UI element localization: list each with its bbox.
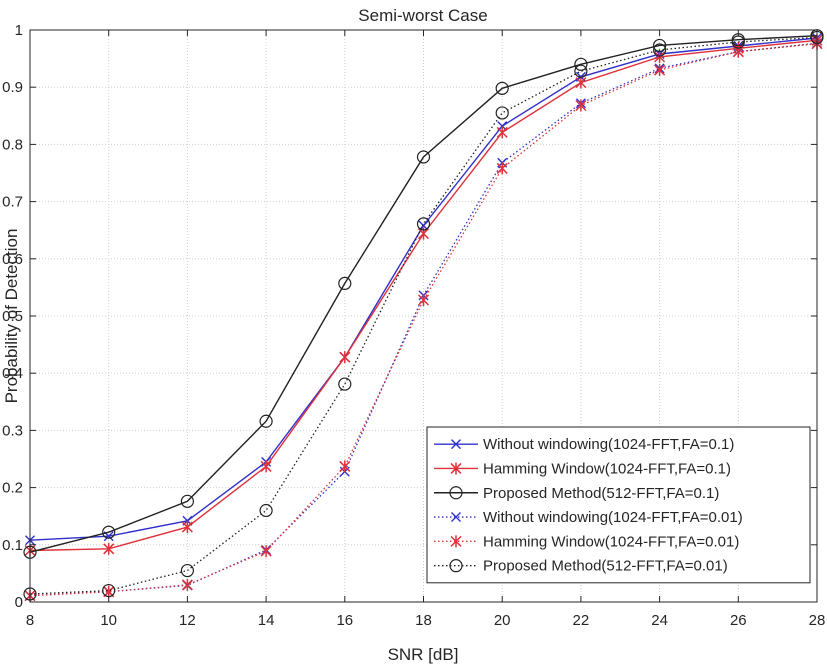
series-5-point [575,99,587,112]
y-axis-label: Probability of Detection [2,229,21,404]
series-3-point [495,81,509,95]
series-5-point [654,64,666,77]
legend-marker-4 [451,512,461,523]
legend-label-5: Hamming Window(1024-FFT,FA=0.01) [483,533,739,550]
series-6-line [29,36,818,595]
series-6-point [574,64,588,78]
x-tick-label: 10 [100,612,117,629]
y-tick-label: 0.8 [2,136,23,153]
series-3-point [574,57,588,71]
series-6-point [338,377,352,391]
series-layer [23,29,824,602]
series-2-point [654,50,666,63]
series-6-point [652,43,667,57]
series-2-point [575,76,587,89]
x-tick-label: 12 [179,612,196,629]
series-2-point [260,460,272,473]
series-2-point [496,126,508,139]
series-5-point [496,162,508,175]
legend-marker-2 [450,462,462,475]
series-6-point [259,503,273,518]
y-tick-label: 0.6 [2,251,23,268]
legend-marker-6 [449,559,463,573]
tick-layer: 8 10 12 14 16 18 20 22 24 26 28 0 0.1 0.2 0.3 0.4 0.5 0.6… [2,22,825,629]
legend-box [426,426,811,584]
y-tick-label: 1 [15,22,23,39]
y-tick-label: 0.7 [2,194,23,211]
legend-marker-5 [450,535,462,548]
legend-label-1: Without windowing(1024-FFT,FA=0.1) [483,436,734,453]
series-3-point [652,38,667,53]
legend-label-6: Proposed Method(512-FFT,FA=0.01) [483,558,728,575]
x-tick-label: 18 [415,612,432,629]
series-2-point [181,521,193,534]
x-tick-label: 14 [258,612,275,629]
legend: Without windowing(1024-FFT,FA=0.1) Hammin… [426,426,811,584]
series-5-point [181,578,193,591]
x-tick-label: 28 [809,612,826,629]
series-6-point [495,106,509,120]
chart-title: Semi-worst Case [358,6,487,25]
legend-label-4: Without windowing(1024-FFT,FA=0.01) [483,509,743,526]
series-3-point [416,150,431,164]
x-tick-label: 20 [494,612,511,629]
series-6-point [416,217,431,231]
x-tick-label: 8 [26,612,34,629]
x-tick-label: 16 [336,612,353,629]
y-tick-label: 0.3 [2,422,23,439]
x-tick-label: 22 [573,612,590,629]
series-5-point [339,460,351,473]
series-3-point [102,525,116,539]
y-tick-label: 0.9 [2,79,23,96]
x-axis-label: SNR [dB] [388,645,459,664]
legend-label-3: Proposed Method(512-FFT,FA=0.1) [483,485,719,502]
series-5-point [260,545,272,558]
y-tick-label: 0 [15,594,23,611]
series-6-point [180,563,194,578]
series-3-point [259,414,273,428]
series-6-point [731,35,745,49]
y-tick-label: 0.5 [2,308,23,325]
legend-marker-3 [449,486,463,500]
series-5-point [417,293,430,306]
x-tick-label: 26 [730,612,747,629]
legend-marker-1 [451,439,461,450]
y-tick-label: 0.4 [2,365,23,382]
series-3-line [29,35,818,553]
legend-label-2: Hamming Window(1024-FFT,FA=0.1) [483,460,731,477]
y-tick-label: 0.2 [2,480,23,497]
x-tick-label: 24 [651,612,668,629]
series-2-point [103,542,115,555]
series-2-point [339,351,351,364]
series-3-point [180,494,194,508]
grid-layer [30,30,817,602]
y-tick-label: 0.1 [2,537,23,554]
series-3-point [338,276,352,290]
